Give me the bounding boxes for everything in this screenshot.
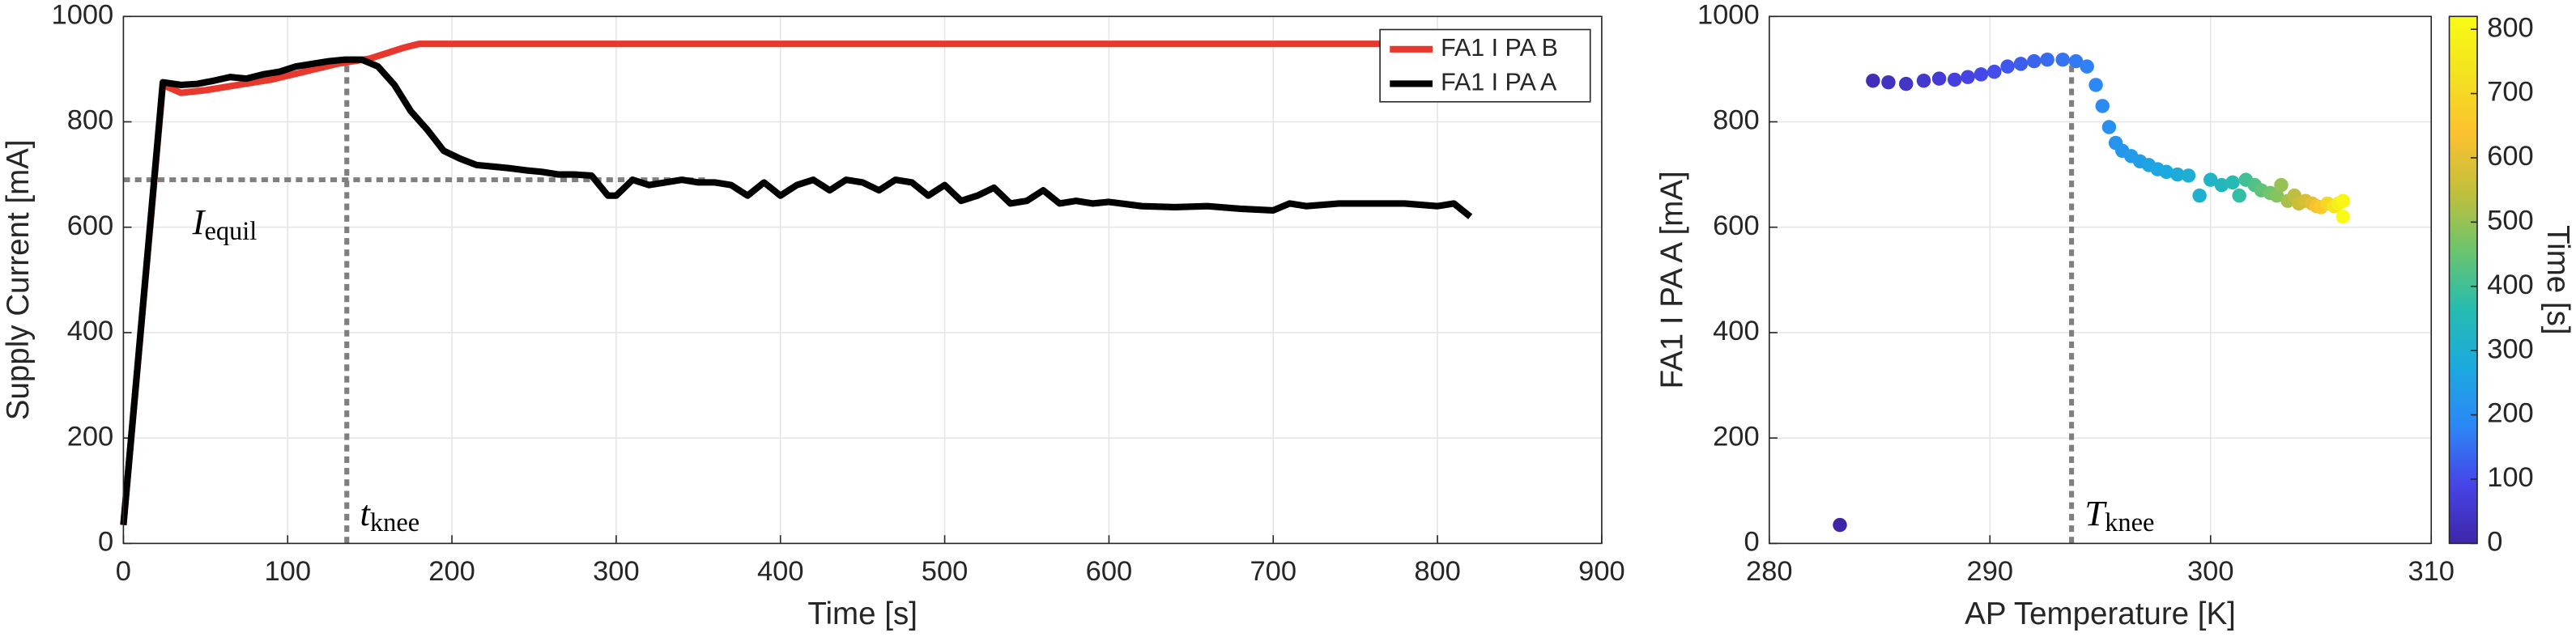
scatter-point	[2225, 175, 2240, 190]
y-tick-label: 800	[67, 105, 114, 136]
y-tick-label: 400	[67, 316, 114, 346]
x-tick-label: 700	[1250, 556, 1297, 587]
scatter-point	[2335, 209, 2350, 224]
scatter-point	[2192, 188, 2207, 203]
colorbar-tick-label: 300	[2487, 333, 2534, 364]
y-tick-label: 1000	[1697, 0, 1760, 30]
scatter-point	[2170, 167, 2185, 182]
colorbar-tick-label: 800	[2487, 12, 2534, 43]
x-tick-label: 0	[116, 556, 131, 587]
scatter-point	[1961, 70, 1975, 84]
plot-area	[1769, 16, 2432, 544]
plot-area	[123, 16, 1602, 544]
scatter-point	[2088, 78, 2103, 92]
axes-box	[1768, 15, 2433, 545]
scatter-point	[2080, 59, 2094, 74]
x-tick-label: 200	[428, 556, 475, 587]
x-axis-label: AP Temperature [K]	[1965, 597, 2236, 631]
scatter-point	[1833, 517, 1847, 533]
colorbar-tick-label: 200	[2487, 398, 2534, 429]
y-axis-label: FA1 I PA A [mA]	[1654, 171, 1689, 389]
y-tick-label: 600	[67, 210, 114, 241]
legend-label: FA1 I PA B	[1441, 34, 1558, 62]
y-tick-label: 200	[67, 421, 114, 452]
x-tick-label: 600	[1086, 556, 1133, 587]
legend-box	[1379, 28, 1591, 103]
colorbar-label: Time [s]	[2540, 225, 2575, 335]
y-tick-label: 200	[1713, 421, 1760, 452]
scatter-point	[2101, 120, 2117, 134]
scatter-point	[2159, 164, 2174, 180]
x-tick-label: 100	[264, 556, 311, 587]
x-tick-label: 500	[922, 556, 969, 587]
y-tick-label: 800	[1713, 105, 1760, 136]
x-tick-label: 310	[2408, 556, 2455, 587]
annotation-subscript: equil	[204, 218, 257, 247]
legend-label: FA1 I PA A	[1441, 68, 1557, 96]
colorbar-tick-label: 400	[2487, 270, 2534, 300]
x-tick-label: 290	[1967, 556, 2014, 587]
colorbar	[2448, 15, 2478, 545]
scatter-point	[1866, 73, 1880, 88]
y-tick-label: 0	[98, 526, 113, 557]
scatter-point	[1947, 72, 1962, 87]
scatter-point	[2040, 52, 2054, 67]
scatter-point	[1931, 71, 1947, 86]
scatter-point	[2203, 172, 2218, 187]
annotation-symbol: t	[360, 493, 371, 533]
y-tick-label: 0	[1744, 526, 1759, 557]
y-tick-label: 400	[1713, 316, 1760, 346]
axes-box	[122, 15, 1603, 545]
annotation-subscript: knee	[370, 509, 419, 538]
annotation-symbol: I	[192, 202, 207, 242]
scatter-point	[1916, 73, 1931, 88]
x-tick-label: 800	[1414, 556, 1461, 587]
scatter-point	[2214, 177, 2229, 193]
scatter-point	[1899, 76, 1914, 91]
y-tick-label: 1000	[52, 0, 114, 30]
colorbar-tick-label: 600	[2487, 141, 2534, 172]
scatter-point	[2335, 193, 2350, 208]
scatter-point	[2232, 188, 2246, 203]
scatter-point	[1974, 67, 1989, 82]
x-tick-label: 300	[593, 556, 640, 587]
x-tick-label: 400	[757, 556, 804, 587]
x-tick-label: 300	[2187, 556, 2234, 587]
colorbar-tick-label: 100	[2487, 462, 2534, 493]
annotation: Tknee	[2084, 493, 2154, 537]
data-line	[120, 40, 1471, 525]
scatter-point	[2000, 59, 2015, 74]
annotation: Iequil	[192, 202, 258, 246]
scatter-point	[2269, 188, 2284, 203]
annotation-subscript: knee	[2105, 509, 2154, 538]
scatter-point	[1881, 74, 1896, 90]
scatter-point	[2013, 57, 2029, 71]
scatter-point	[2095, 99, 2110, 113]
x-axis-label: Time [s]	[807, 597, 918, 631]
scatter-point	[2274, 177, 2289, 193]
scatter-point	[2181, 168, 2196, 183]
colorbar-tick-label: 500	[2487, 205, 2534, 236]
x-tick-label: 280	[1746, 556, 1793, 587]
x-tick-label: 900	[1578, 556, 1625, 587]
annotation-symbol: T	[2084, 493, 2107, 533]
scatter-point	[2027, 53, 2042, 69]
scatter-point	[2068, 53, 2084, 69]
annotation: tknee	[360, 493, 419, 537]
scatter-point	[2055, 52, 2070, 67]
y-axis-label: Supply Current [mA]	[1, 139, 36, 420]
y-tick-label: 600	[1713, 210, 1760, 241]
colorbar-tick-label: 700	[2487, 77, 2534, 108]
data-line	[120, 56, 1473, 525]
scatter-point	[1987, 64, 2002, 79]
colorbar-tick-label: 0	[2487, 526, 2502, 557]
